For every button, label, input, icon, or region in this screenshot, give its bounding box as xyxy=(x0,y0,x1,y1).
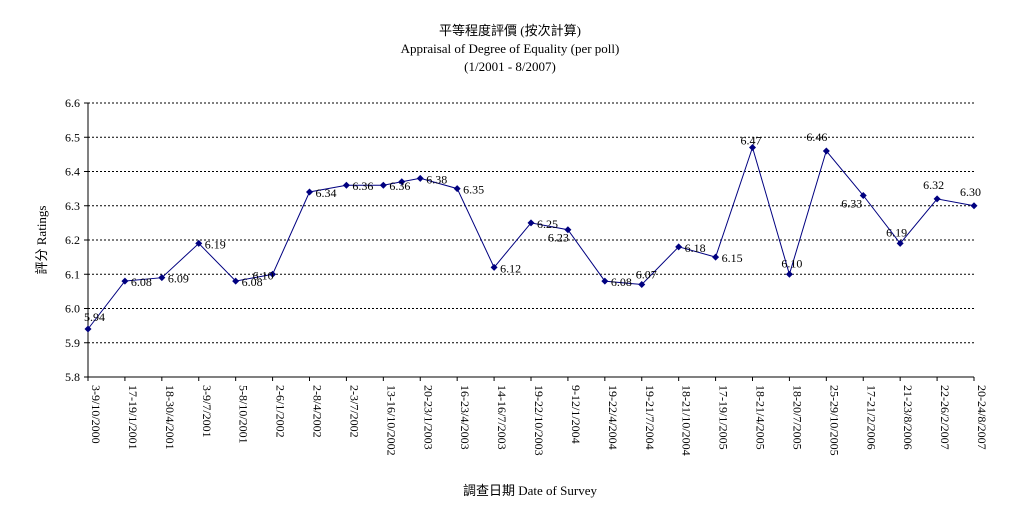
data-point xyxy=(859,191,867,199)
x-tick-label: 3-9/7/2001 xyxy=(200,385,214,438)
x-tick-label: 22-26/2/2007 xyxy=(938,385,952,450)
data-point xyxy=(712,253,720,261)
x-tick-label: 16-23/4/2003 xyxy=(458,385,472,450)
data-point xyxy=(121,277,129,285)
y-tick-label: 6.3 xyxy=(65,199,80,213)
data-label: 6.08 xyxy=(131,275,152,289)
x-tick-label: 25-29/10/2005 xyxy=(827,385,841,456)
data-point xyxy=(342,181,350,189)
data-point xyxy=(158,274,166,282)
y-tick-label: 5.9 xyxy=(65,336,80,350)
data-label: 6.36 xyxy=(352,179,373,193)
data-point xyxy=(933,195,941,203)
x-tick-label: 9-12/1/2004 xyxy=(569,385,583,444)
x-tick-label: 17-19/1/2005 xyxy=(717,385,731,450)
data-point xyxy=(453,185,461,193)
chart-title: 平等程度評價 (按次計算) xyxy=(439,23,581,38)
x-tick-label: 17-19/1/2001 xyxy=(126,385,140,450)
chart-subtitle-range: (1/2001 - 8/2007) xyxy=(464,59,556,74)
data-point xyxy=(306,188,313,196)
series-line xyxy=(87,145,975,330)
data-label: 6.30 xyxy=(960,185,981,199)
data-label: 6.15 xyxy=(722,251,743,265)
x-tick-label: 18-21/4/2005 xyxy=(754,385,768,450)
data-label: 6.38 xyxy=(426,172,447,186)
data-point xyxy=(490,263,498,271)
data-label: 6.32 xyxy=(923,178,944,192)
data-label: 6.34 xyxy=(316,186,337,200)
data-point xyxy=(675,243,683,251)
data-point xyxy=(232,277,240,285)
y-axis-title: 評分 Ratings xyxy=(34,206,49,275)
data-label: 6.10 xyxy=(781,256,802,270)
y-tick-label: 6.0 xyxy=(65,302,80,316)
data-point xyxy=(416,174,424,182)
x-tick-label: 18-30/4/2001 xyxy=(163,385,177,450)
y-tick-label: 5.8 xyxy=(65,370,80,384)
data-point xyxy=(601,277,609,285)
x-tick-label: 13-16/10/2002 xyxy=(384,385,398,456)
x-tick-label: 20-24/8/2007 xyxy=(975,385,989,450)
x-tick-label: 2-6/1/2002 xyxy=(274,385,288,438)
x-tick-label: 14-16/7/2003 xyxy=(495,385,509,450)
chart-titles: 平等程度評價 (按次計算) Appraisal of Degree of Equ… xyxy=(0,22,1020,76)
x-tick-label: 21-23/8/2006 xyxy=(901,385,915,450)
y-tick-label: 6.1 xyxy=(65,267,80,281)
data-point xyxy=(84,325,92,333)
data-label: 6.23 xyxy=(548,231,569,245)
data-point xyxy=(785,270,793,278)
data-point xyxy=(822,147,830,155)
data-label: 6.08 xyxy=(242,275,263,289)
x-tick-label: 18-20/7/2005 xyxy=(790,385,804,450)
data-label: 6.36 xyxy=(389,179,410,193)
x-tick-label: 19-22/10/2003 xyxy=(532,385,546,456)
data-labels: 5.946.08 6.096.196.086.106.34 6.36 6.36 6.38… xyxy=(84,130,981,324)
data-point xyxy=(638,281,646,289)
y-tick-label: 6.4 xyxy=(65,165,80,179)
x-axis-title: 調查日期 Date of Survey xyxy=(463,483,597,498)
data-label: 6.25 xyxy=(537,217,558,231)
x-tick-label: 5-8/10/2001 xyxy=(237,385,251,444)
data-label: 6.19 xyxy=(205,237,226,251)
data-point xyxy=(564,226,572,234)
data-label: 6.46 xyxy=(806,130,827,144)
y-tick-labels: 5.8 5.9 6.0 6.1 6.2 6.3 6.4 6.5 6.6 xyxy=(65,96,80,384)
data-point xyxy=(970,202,978,210)
data-label: 6.08 xyxy=(611,275,632,289)
x-tick-label: 20-23/1/2003 xyxy=(421,385,435,450)
data-label: 6.19 xyxy=(886,225,907,239)
data-label: 6.35 xyxy=(463,183,484,197)
x-tick-label: 19-22/4/2004 xyxy=(606,385,620,450)
data-label: 6.12 xyxy=(500,261,521,275)
data-point xyxy=(269,270,277,278)
y-tick-label: 6.2 xyxy=(65,233,80,247)
data-label: 6.09 xyxy=(168,272,189,286)
chart-subtitle: Appraisal of Degree of Equality (per pol… xyxy=(400,41,620,56)
data-label: 6.18 xyxy=(685,241,706,255)
x-tick-label: 17-21/2/2006 xyxy=(864,385,878,450)
data-point xyxy=(398,178,406,186)
data-point xyxy=(195,239,203,247)
data-label: 6.07 xyxy=(636,268,657,282)
x-tick-label: 2-3/7/2002 xyxy=(347,385,361,438)
data-label: 5.94 xyxy=(84,310,105,324)
data-point xyxy=(379,181,387,189)
y-tick-label: 6.5 xyxy=(65,130,80,144)
y-tick-label: 6.6 xyxy=(65,96,80,110)
data-label: 6.10 xyxy=(253,268,274,282)
x-tick-labels: 3-9/10/2000 17-19/1/2001 18-30/4/2001 3-9/7… xyxy=(89,385,989,456)
x-tick-label: 18-21/10/2004 xyxy=(680,385,694,456)
data-point xyxy=(749,144,756,152)
x-tick-label: 19-21/7/2004 xyxy=(643,385,657,450)
x-tick-label: 3-9/10/2000 xyxy=(89,385,103,444)
data-label: 6.33 xyxy=(841,196,862,210)
data-point xyxy=(896,239,904,247)
data-label: 6.47 xyxy=(741,134,762,148)
series-ratings xyxy=(84,144,978,333)
data-point xyxy=(527,219,535,227)
x-tick-label: 2-8/4/2002 xyxy=(311,385,325,438)
